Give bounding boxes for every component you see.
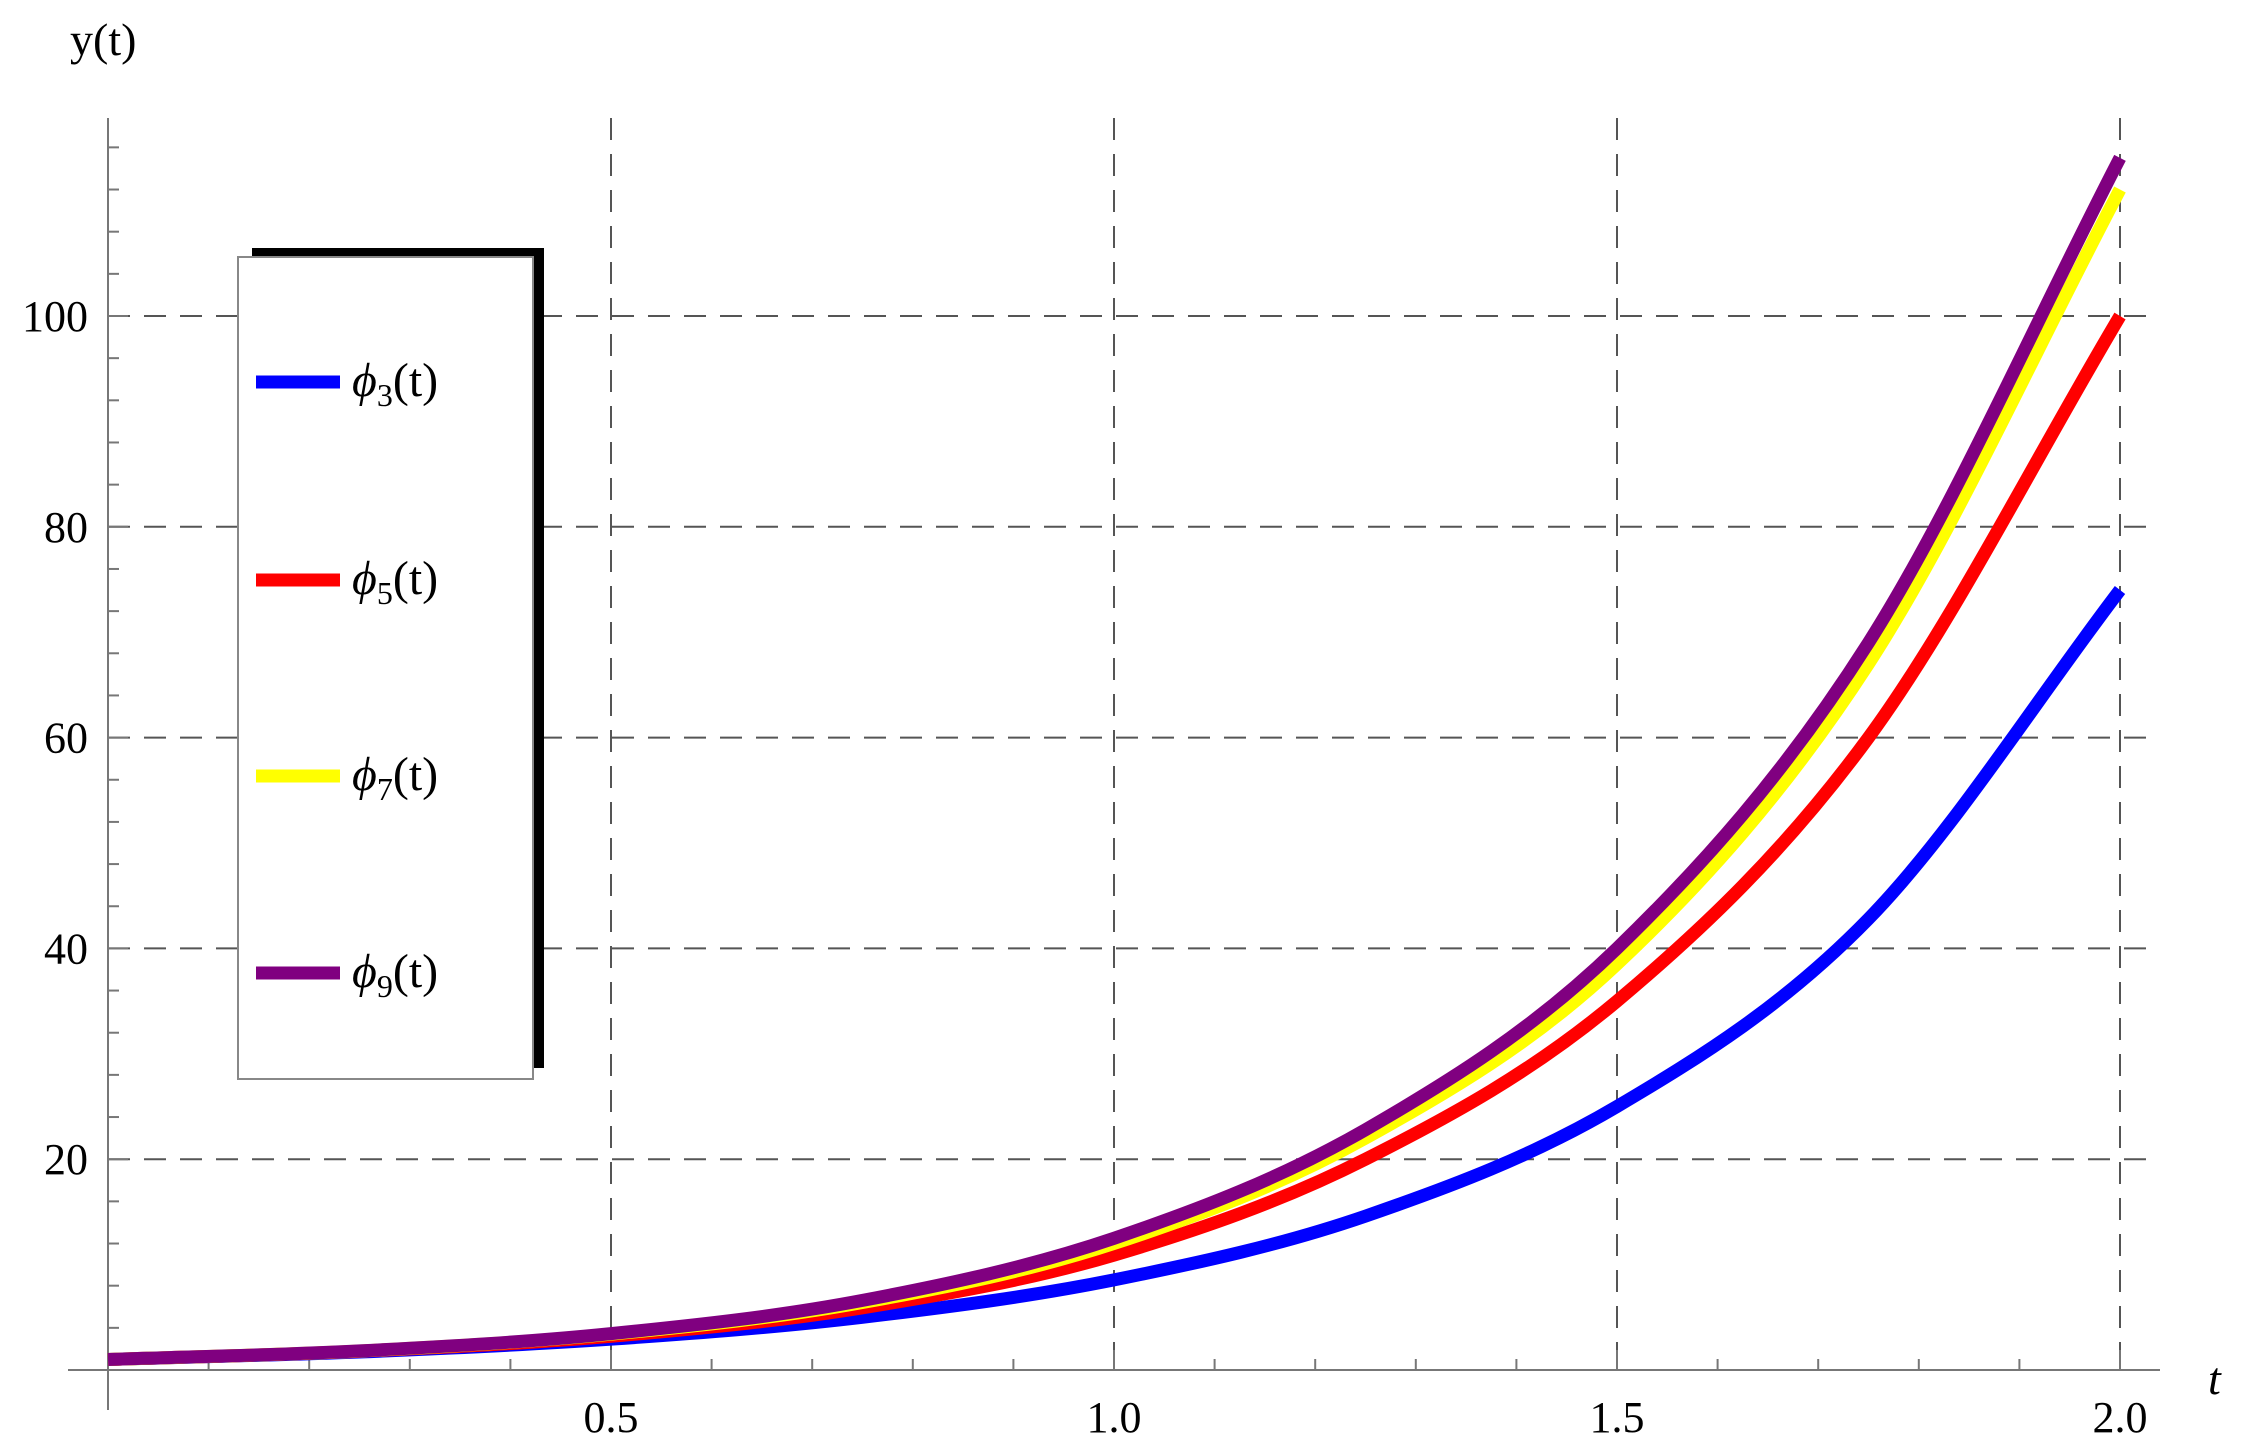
x-axis-title: t	[2208, 1353, 2222, 1404]
y-tick-label-3: 80	[44, 503, 88, 552]
y-tick-label-2: 60	[44, 714, 88, 763]
axes: 0.5 1.0 1.5 2.0 20 40 60 80 100	[22, 118, 2160, 1442]
y-tick-label-0: 20	[44, 1135, 88, 1184]
legend-label-phi5: ϕ5(t)	[352, 552, 438, 611]
y-tick-label-4: 100	[22, 292, 88, 341]
y-tick-label-1: 40	[44, 924, 88, 973]
legend-label-phi9: ϕ9(t)	[352, 945, 438, 1004]
y-axis-title: y(t)	[70, 14, 136, 65]
legend-box	[237, 256, 534, 1080]
x-tick-label-0: 0.5	[584, 1393, 639, 1442]
legend-label-phi3: ϕ3(t)	[352, 354, 438, 413]
x-tick-label-1: 1.0	[1087, 1393, 1142, 1442]
legend: ϕ3(t) ϕ5(t) ϕ7(t) ϕ9(t)	[237, 248, 544, 1080]
x-tick-label-2: 1.5	[1590, 1393, 1645, 1442]
legend-label-phi7: ϕ7(t)	[352, 748, 438, 807]
x-tick-label-3: 2.0	[2093, 1393, 2148, 1442]
series-line-phi9	[107, 154, 2126, 1366]
series	[107, 154, 2126, 1366]
